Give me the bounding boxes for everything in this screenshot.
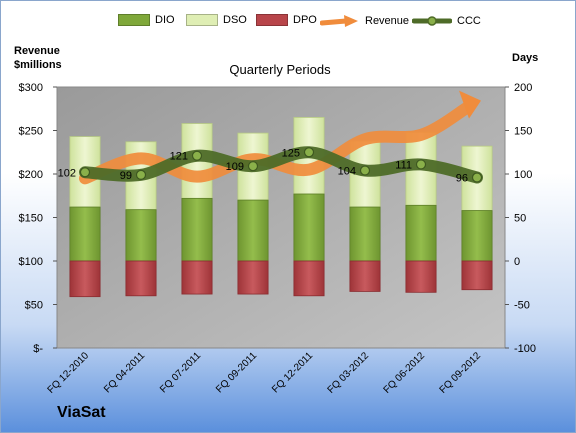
category-label: FQ 04-2011	[102, 350, 147, 395]
legend: DIO DSO DPO Revenue CCC	[110, 14, 530, 32]
ccc-data-label: 102	[58, 167, 76, 179]
ccc-point	[359, 165, 371, 176]
bar-dpo	[461, 260, 493, 291]
bar-dpo	[293, 260, 325, 297]
ccc-data-label: 125	[282, 147, 300, 159]
category-label: FQ 03-2012	[326, 350, 372, 396]
bar-dio	[69, 206, 101, 262]
left-tick-label: $200	[19, 169, 43, 181]
legend-label-ccc: CCC	[457, 15, 481, 27]
right-tick-label: 100	[514, 169, 532, 181]
left-tick-label: $250	[19, 126, 43, 138]
ccc-data-label: 96	[456, 172, 468, 184]
right-tick-label: 0	[514, 256, 520, 268]
legend-item-dso: DSO	[186, 14, 247, 26]
bar-dpo	[125, 260, 157, 297]
ccc-data-label: 99	[120, 170, 132, 182]
legend-label-dpo: DPO	[293, 14, 317, 26]
legend-swatch-dso	[186, 14, 218, 26]
revenue-arrowhead	[459, 90, 481, 119]
ccc-data-label: 109	[226, 161, 244, 173]
legend-swatch-dio	[118, 14, 150, 26]
bar-dpo	[405, 260, 437, 293]
legend-item-dpo: DPO	[256, 14, 317, 26]
left-axis-title-line-2: $millions	[14, 59, 62, 71]
legend-line-marker-icon	[412, 16, 452, 26]
bar-dpo	[349, 260, 381, 292]
right-tick-label: 50	[514, 213, 526, 225]
right-tick-label: 200	[514, 82, 532, 94]
bar-dpo	[181, 260, 213, 295]
left-axis-title-line-1: Revenue	[14, 45, 60, 57]
category-label: FQ 09-2012	[438, 350, 484, 396]
ccc-point	[247, 161, 259, 172]
bar-dpo	[237, 260, 269, 295]
legend-arrow-icon	[320, 15, 358, 27]
legend-label-dio: DIO	[155, 14, 175, 26]
bar-dio	[405, 204, 437, 262]
left-tick-label: $300	[19, 82, 43, 94]
category-label: FQ 12-2011	[270, 350, 315, 395]
chart-title: Quarterly Periods	[229, 62, 331, 77]
category-label: FQ 07-2011	[158, 350, 203, 395]
bar-dio	[349, 206, 381, 262]
bar-dio	[125, 209, 157, 262]
legend-label-dso: DSO	[223, 14, 247, 26]
ccc-point	[191, 150, 203, 161]
legend-swatch-dpo	[256, 14, 288, 26]
bar-dio	[461, 210, 493, 262]
legend-item-dio: DIO	[118, 14, 175, 26]
company-name: ViaSat	[57, 404, 106, 421]
ccc-data-label: 111	[395, 159, 412, 171]
category-label: FQ 12-2010	[46, 350, 92, 396]
left-tick-label: $50	[25, 300, 43, 312]
legend-label-revenue: Revenue	[365, 15, 410, 27]
right-tick-label: -100	[514, 343, 536, 355]
bar-dio	[237, 199, 269, 262]
category-label: FQ 06-2012	[382, 350, 428, 396]
left-axis-title: Revenue $millions	[14, 44, 62, 72]
bar-dio	[181, 197, 213, 262]
ccc-point	[79, 167, 91, 178]
category-label: FQ 09-2011	[214, 350, 259, 395]
ccc-data-label: 104	[338, 166, 356, 178]
legend-item-ccc: CCC	[412, 14, 481, 28]
left-tick-label: $150	[19, 213, 43, 225]
right-tick-label: 150	[514, 126, 532, 138]
right-axis-title: Days	[512, 52, 539, 64]
revenue-line	[79, 101, 473, 185]
left-tick-label: $-	[33, 343, 43, 355]
left-tick-label: $100	[19, 256, 43, 268]
right-tick-label: -50	[514, 300, 530, 312]
ccc-point	[303, 147, 315, 158]
bar-dpo	[69, 260, 101, 298]
bar-dio	[293, 193, 325, 262]
legend-item-revenue: Revenue	[320, 14, 409, 28]
ccc-data-label: 121	[170, 151, 188, 163]
ccc-point	[415, 159, 427, 170]
ccc-point	[135, 169, 147, 180]
ccc-point	[471, 172, 483, 183]
